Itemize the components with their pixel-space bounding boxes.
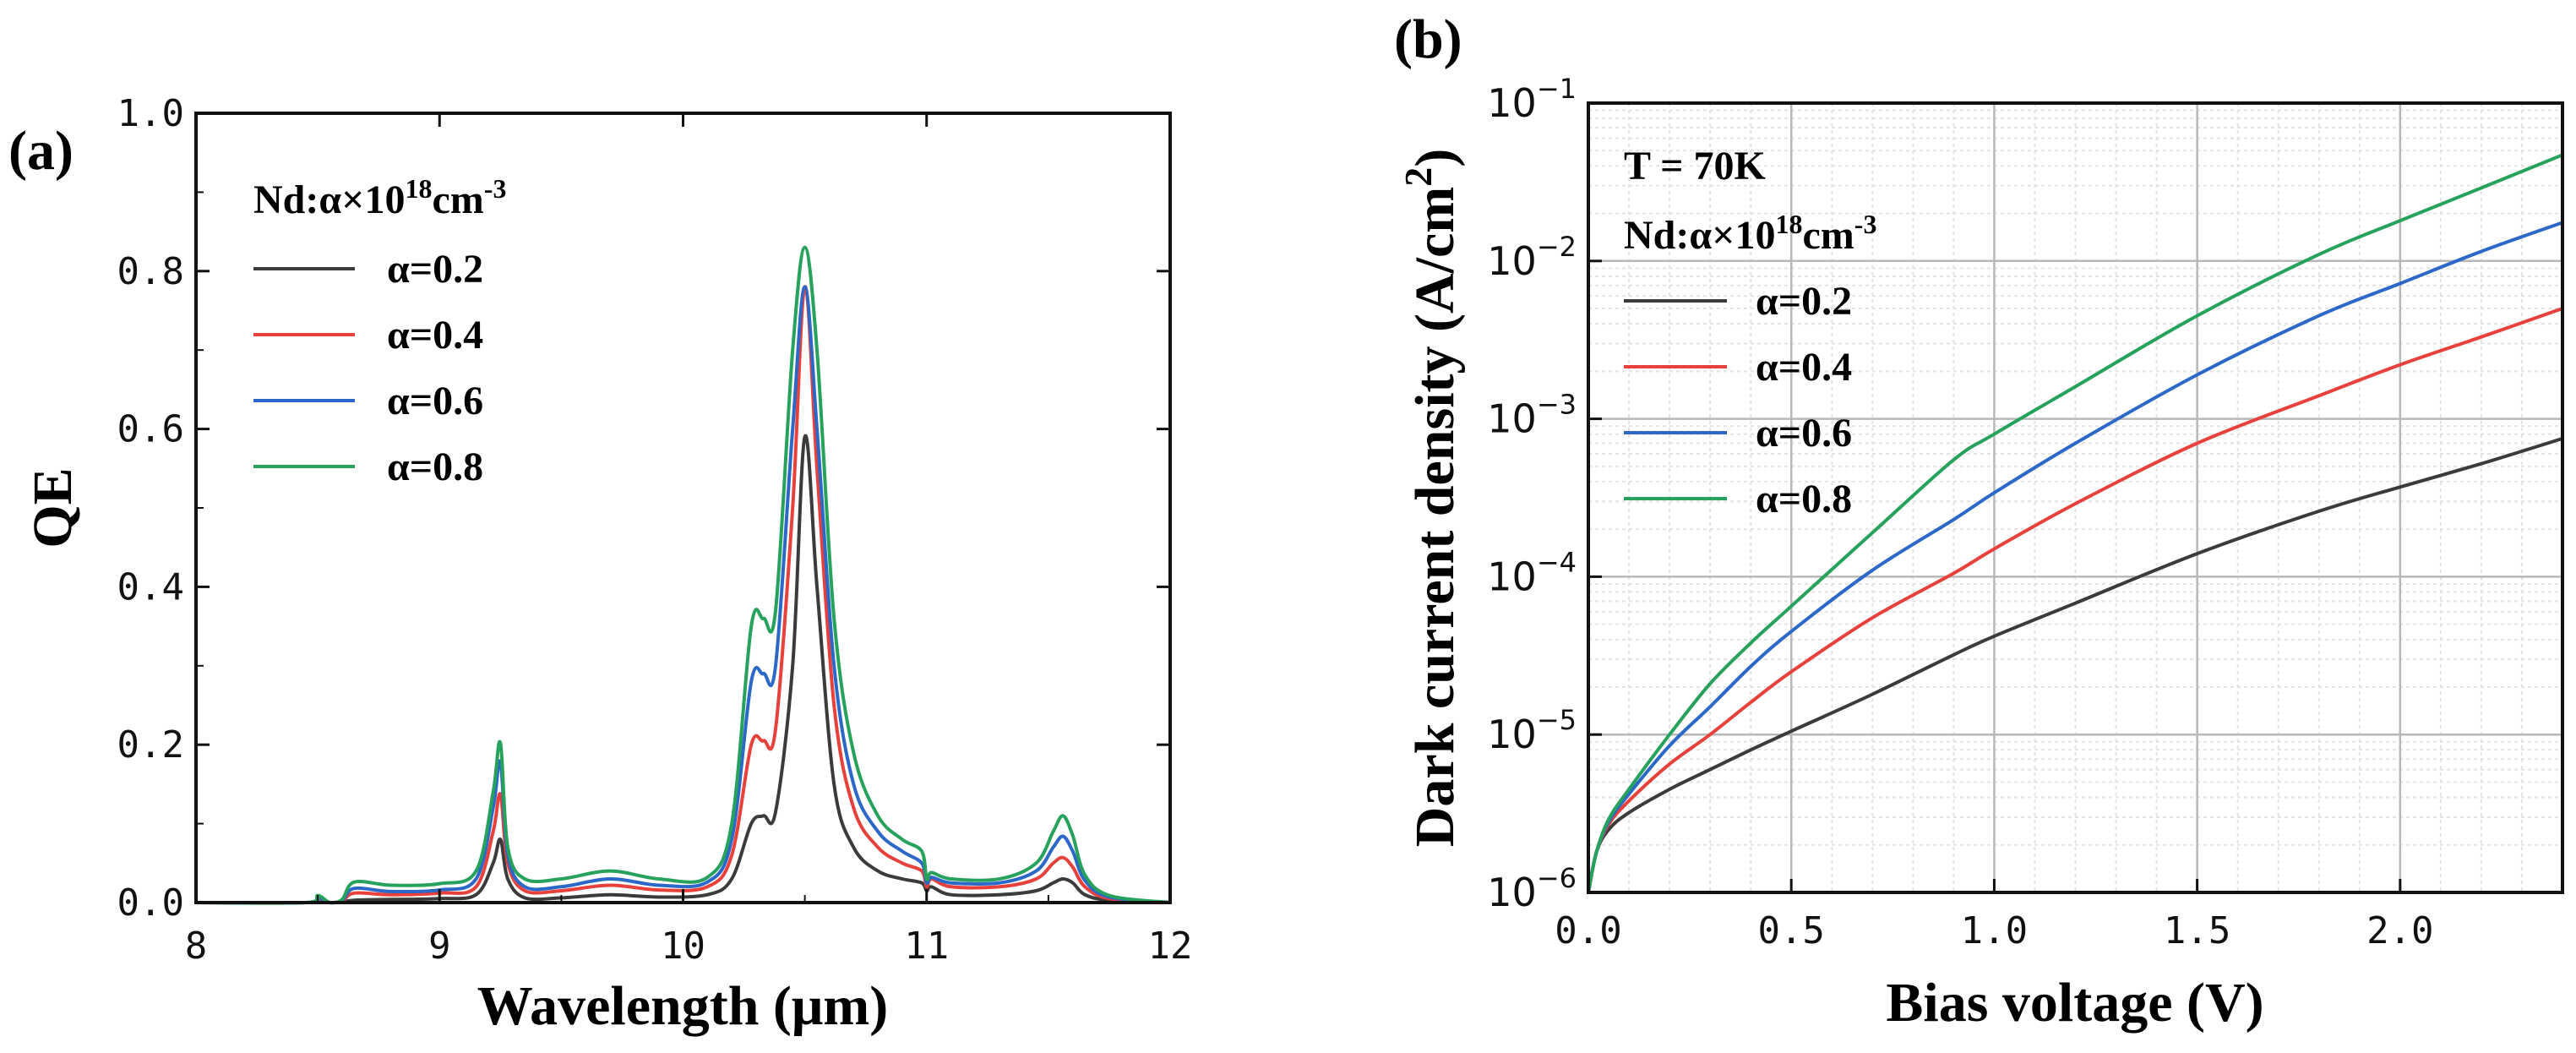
panel-b-legend-label-4: α=0.8	[1756, 477, 1852, 521]
panel-b-y-tick-label: 10−6	[1487, 862, 1577, 915]
panel-b-legend-label-3: α=0.6	[1756, 411, 1852, 456]
panel-a-label: (a)	[8, 120, 74, 182]
panel-a-y-tick-label: 0.6	[117, 408, 184, 451]
panel-b-y-tick-label: 10−5	[1487, 704, 1577, 757]
panel-b-label: (b)	[1394, 8, 1462, 70]
panel-a-legend-label-2: α=0.4	[387, 313, 483, 357]
panel-b-x-axis-title: Bias voltage (V)	[1886, 972, 2263, 1034]
panel-b-y-tick-label: 10−1	[1487, 73, 1577, 126]
panel-a-legend: Nd:α×1018cm-3 α=0.2 α=0.4 α=0.6 α=0.8	[253, 173, 506, 489]
panel-b-legend-label-2: α=0.4	[1756, 345, 1852, 390]
panel-b-series-line-3	[1587, 221, 2563, 893]
panel-a-series-line-3	[195, 285, 1171, 905]
panel-b-legend-label-1: α=0.2	[1756, 279, 1852, 324]
panel-b-series-line-4	[1587, 153, 2563, 893]
panel-a-y-tick-label: 0.0	[117, 881, 184, 925]
panel-b-series-line-1	[1587, 436, 2563, 893]
panel-b-y-axis-title: Dark current density (A/cm2)	[1397, 149, 1466, 847]
panel-a-x-tick-label: 8	[185, 925, 208, 968]
panel-a-qe-chart: 8 9 10 11 12 0.0 0.2 0.4 0.6 0.8 1.0 (a) Wavelengt…	[8, 92, 1192, 1037]
panel-a-x-tick-label: 11	[904, 925, 949, 968]
panel-a-y-axis-title: QE	[22, 467, 84, 548]
panel-a-legend-title: Nd:α×1018cm-3	[253, 173, 506, 222]
panel-b-x-tick-label: 0.5	[1757, 909, 1824, 952]
panel-b-y-tick-label: 10−4	[1487, 546, 1577, 599]
panel-b-annotation-temperature: T = 70K	[1624, 144, 1766, 188]
panel-a-y-tick-label: 0.2	[117, 723, 184, 767]
panel-a-series-line-1	[195, 434, 1171, 905]
panel-b-plot-frame	[1587, 101, 2564, 894]
panel-a-y-tick-label: 0.4	[117, 565, 184, 608]
panel-a-x-axis-title: Wavelength (μm)	[477, 975, 889, 1037]
panel-a-x-tick-label: 12	[1148, 925, 1193, 968]
panel-a-series-line-2	[195, 285, 1171, 905]
panel-a-x-tick-label: 9	[428, 925, 451, 968]
panel-a-x-tick-label: 10	[661, 925, 705, 968]
panel-a-plot-frame	[194, 112, 1172, 904]
panel-b-x-tick-label: 2.0	[2366, 909, 2433, 952]
panel-a-y-tick-label: 0.8	[117, 250, 184, 293]
panel-b-y-tick-label: 10−2	[1487, 231, 1577, 284]
panel-b-x-tick-label: 1.0	[1961, 909, 2028, 952]
panel-b-x-tick-label: 1.5	[2164, 909, 2230, 952]
panel-b-x-tick-label: 0.0	[1555, 909, 1621, 952]
panel-a-y-tick-label: 1.0	[117, 92, 184, 135]
panel-a-legend-label-1: α=0.2	[387, 247, 483, 292]
panel-a-legend-label-4: α=0.8	[387, 445, 483, 489]
panel-b-legend: Nd:α×1018cm-3 α=0.2 α=0.4 α=0.6 α=0.8	[1624, 209, 1876, 521]
panel-b-series-line-2	[1587, 307, 2563, 893]
panel-a-series-line-4	[195, 245, 1171, 905]
panel-b-legend-title: Nd:α×1018cm-3	[1624, 209, 1876, 258]
panel-a-legend-label-3: α=0.6	[387, 379, 483, 423]
panel-b-dark-current-chart: 0.0 0.5 1.0 1.5 2.010−610−510−410−310−210−1 …	[1394, 8, 2564, 1034]
panel-b-y-tick-label: 10−3	[1487, 389, 1577, 442]
